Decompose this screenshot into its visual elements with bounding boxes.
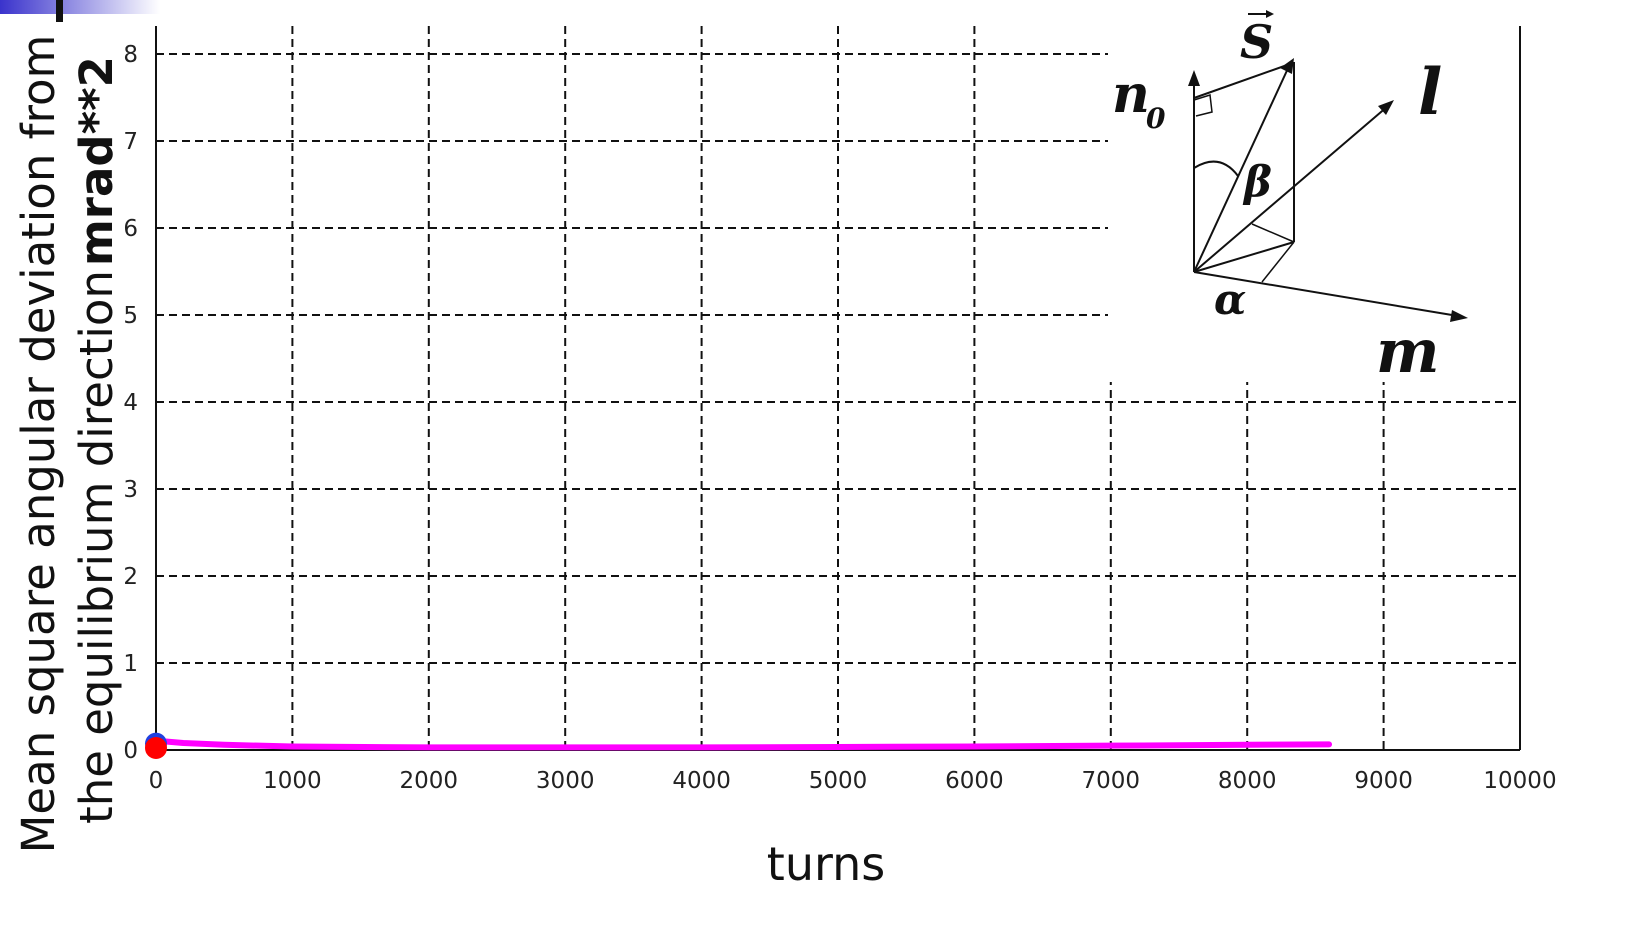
m-arrowhead [1450,310,1468,322]
x-tick-label: 7000 [1082,768,1141,794]
y-tick-label: 1 [123,651,138,677]
projection-l-drop [1251,223,1295,243]
right-angle-mark [1193,94,1213,117]
x-tick-label: 5000 [809,768,868,794]
n0-subscript: 0 [1146,102,1166,135]
y-tick-label: 5 [123,303,138,329]
inset-background [1108,10,1518,382]
m-axis [1193,271,1459,317]
corner-accent [0,0,160,14]
x-tick-label: 4000 [672,768,731,794]
x-axis-label: turns [767,837,885,891]
x-tick-label: 1000 [263,768,322,794]
y-axis-label-line1: Mean square angular deviation from [12,35,65,854]
x-tick-label: 8000 [1218,768,1277,794]
inset-diagram: S n 0 l m β α [1108,10,1518,387]
y-tick-label: 6 [123,216,138,242]
y-tick-label: 4 [123,390,138,416]
l-label: l [1418,55,1442,130]
series-line [153,738,1333,751]
x-tick-label: 10000 [1483,768,1556,794]
l-arrowhead [1378,100,1394,115]
alpha-label: α [1214,275,1246,324]
x-tick-label: 2000 [400,768,459,794]
x-tick-label: 6000 [945,768,1004,794]
n0-label: n [1112,64,1150,125]
y-tick-label: 8 [123,42,138,68]
y-tick-label: 2 [123,564,138,590]
x-tick-label: 9000 [1354,768,1413,794]
corner-accent-bar [56,0,63,22]
l-axis [1193,105,1389,273]
projection-base [1193,241,1295,273]
y-tick-label: 0 [123,738,138,764]
series-layer [145,732,1333,759]
s-label: S [1240,15,1273,69]
beta-arc [1193,160,1239,177]
tick-layer: 0 1000 2000 3000 4000 5000 6000 7000 8000 9000 100… [123,42,1556,794]
x-tick-label: 0 [149,768,164,794]
y-tick-label: 7 [123,129,138,155]
y-tick-label: 3 [123,477,138,503]
y-axis-label-units: mrad**2 [70,56,123,266]
y-axis-label-line2: the equilibrium direction mrad**2 [70,56,123,824]
projection-m-drop [1261,241,1295,283]
data-point-marker [145,737,167,759]
y-axis-label-line2-prefix: the equilibrium direction [70,270,123,824]
m-label: m [1376,317,1440,387]
s-vector [1193,63,1291,273]
projection-top [1193,63,1291,99]
s-label-arrowhead [1266,10,1274,18]
x-tick-label: 3000 [536,768,595,794]
n0-arrowhead [1188,70,1200,86]
beta-label: β [1242,157,1272,206]
